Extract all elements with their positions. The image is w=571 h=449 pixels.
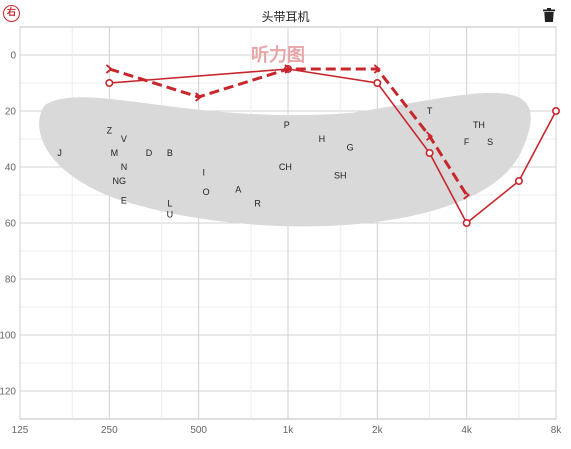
phoneme-label: M	[111, 148, 119, 158]
trash-icon[interactable]	[543, 8, 555, 22]
phoneme-label: A	[235, 184, 241, 194]
phoneme-label: T	[427, 106, 433, 116]
x-tick-label: 2k	[372, 425, 384, 436]
axes: 0 20 40 60 80 100 120 125 250 500 1k 2k 4k 8k	[0, 51, 562, 437]
air-conduction-point[interactable]	[462, 219, 471, 228]
phoneme-label: I	[202, 168, 205, 178]
phoneme-label: V	[121, 134, 127, 144]
phoneme-label: D	[146, 148, 153, 158]
phoneme-label: N	[121, 162, 128, 172]
x-tick-label: 500	[190, 425, 207, 436]
air-conduction-point[interactable]	[551, 107, 560, 116]
air-conduction-point[interactable]	[425, 149, 434, 158]
x-tick-label: 8k	[551, 425, 563, 436]
y-tick-label: 20	[5, 107, 17, 118]
right-ear-badge[interactable]: 右	[3, 5, 20, 22]
bone-conduction-point[interactable]	[426, 131, 434, 141]
phoneme-label: B	[167, 148, 173, 158]
phoneme-label: SH	[334, 170, 347, 180]
x-tick-label: 125	[12, 425, 29, 436]
phoneme-label: F	[464, 137, 470, 147]
phoneme-label: Z	[107, 126, 113, 136]
phoneme-label: O	[203, 187, 210, 197]
air-conduction-point[interactable]	[514, 177, 523, 186]
y-tick-label: 120	[0, 387, 16, 398]
bone-conduction-line	[108, 67, 468, 196]
bone-conduction-point[interactable]	[195, 92, 203, 102]
phoneme-label: G	[347, 142, 354, 152]
phoneme-label: J	[57, 148, 62, 158]
bone-conduction-point[interactable]	[463, 190, 471, 200]
x-tick-label: 250	[101, 425, 118, 436]
y-tick-label: 60	[5, 219, 17, 230]
bone-conduction-point[interactable]	[105, 64, 113, 74]
speech-banana-area	[39, 92, 531, 227]
phoneme-label: R	[254, 198, 261, 208]
phoneme-label: L	[167, 198, 172, 208]
y-tick-label: 100	[0, 331, 16, 342]
bone-conduction-point[interactable]	[284, 64, 292, 74]
page-title: 头带耳机	[261, 10, 310, 24]
phoneme-label: H	[319, 134, 326, 144]
x-tick-label: 4k	[461, 425, 473, 436]
top-bar: 右 头带耳机	[0, 0, 571, 28]
phoneme-label: CH	[279, 162, 292, 172]
phoneme-label: U	[167, 210, 174, 220]
y-tick-label: 0	[10, 51, 16, 62]
air-conduction-point[interactable]	[373, 79, 382, 88]
phoneme-label: TH	[473, 120, 485, 130]
threshold-series	[105, 64, 560, 228]
y-tick-label: 80	[5, 275, 17, 286]
phoneme-label: S	[487, 137, 493, 147]
bone-conduction-point[interactable]	[373, 64, 381, 74]
watermark-text: 听力图	[251, 44, 305, 66]
phoneme-label: E	[121, 196, 127, 206]
phoneme-label: P	[284, 120, 290, 130]
phoneme-labels: ZV J M D B N NG E LU IO A R P H G CH SH T THF S	[57, 106, 493, 220]
phoneme-label: NG	[113, 176, 127, 186]
x-tick-label: 1k	[283, 425, 295, 436]
air-conduction-point[interactable]	[105, 79, 114, 88]
y-tick-label: 40	[5, 163, 17, 174]
